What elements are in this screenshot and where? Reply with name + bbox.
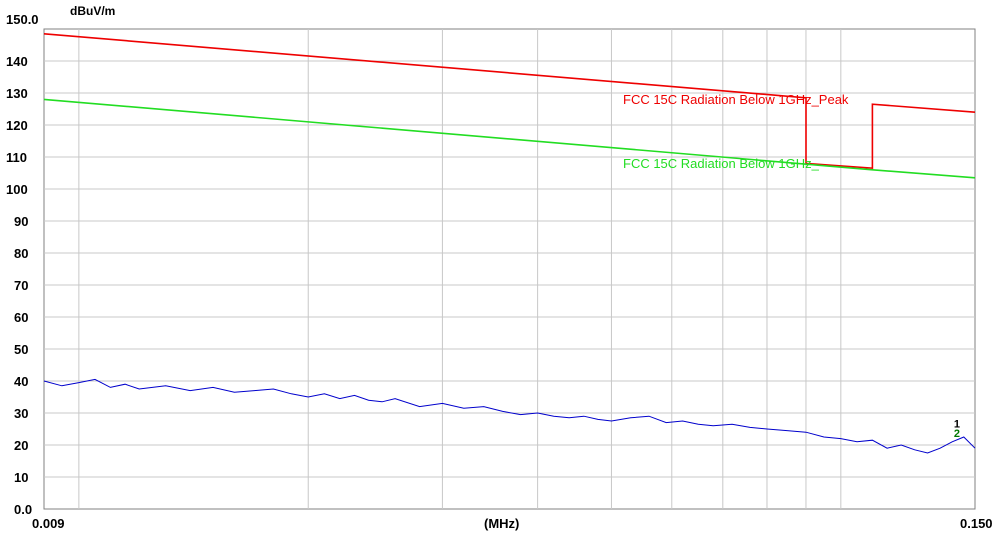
y-tick-label: 110 bbox=[6, 150, 27, 165]
limit-labels: FCC 15C Radiation Below 1GHz_Peak FCC 15C… bbox=[623, 92, 849, 171]
marker-1: 1 bbox=[954, 418, 960, 430]
x-axis-unit-label: (MHz) bbox=[484, 516, 519, 531]
y-tick-label: 10 bbox=[14, 470, 28, 485]
y-tick-label: 50 bbox=[14, 342, 28, 357]
y-axis-unit-label: dBuV/m bbox=[70, 4, 115, 18]
x-tick-label: 0.150 bbox=[960, 516, 993, 531]
y-tick-label: 150.0 bbox=[6, 12, 39, 27]
qp-limit-line bbox=[43, 98, 976, 179]
y-tick-label: 100 bbox=[6, 182, 28, 197]
y-axis-ticks: 150.0 140 130 120 110 100 90 80 70 60 50 40 30 20 10 0.… bbox=[6, 12, 39, 517]
y-tick-label: 30 bbox=[14, 406, 28, 421]
marker-2: 2 bbox=[954, 428, 960, 440]
plot-area bbox=[43, 28, 976, 510]
measurement-trace bbox=[43, 378, 976, 454]
grid bbox=[44, 29, 975, 509]
y-tick-label: 80 bbox=[14, 246, 28, 261]
y-tick-label: 90 bbox=[14, 214, 28, 229]
x-tick-label: 0.009 bbox=[32, 516, 65, 531]
markers: 12 bbox=[954, 418, 960, 440]
y-tick-label: 70 bbox=[14, 278, 28, 293]
y-tick-label: 0.0 bbox=[14, 502, 32, 517]
y-tick-label: 130 bbox=[6, 86, 28, 101]
y-tick-label: 20 bbox=[14, 438, 28, 453]
y-tick-label: 120 bbox=[6, 118, 28, 133]
series-group bbox=[43, 33, 976, 454]
peak-limit-label: FCC 15C Radiation Below 1GHz_Peak bbox=[623, 92, 849, 107]
y-tick-label: 60 bbox=[14, 310, 28, 325]
qp-limit-label: FCC 15C Radiation Below 1GHz_ bbox=[623, 156, 820, 171]
y-tick-label: 40 bbox=[14, 374, 28, 389]
x-axis-ticks: 0.009 0.150 bbox=[32, 516, 993, 531]
peak-limit-line bbox=[43, 33, 976, 170]
y-tick-label: 140 bbox=[6, 54, 28, 69]
